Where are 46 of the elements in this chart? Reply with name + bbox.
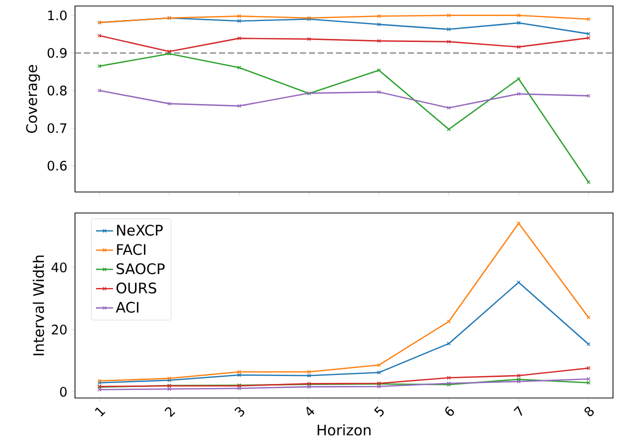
point (376, 370, 381, 374)
y-tick-label: 1.0 (48, 10, 67, 20)
point (516, 13, 521, 18)
point (446, 127, 451, 132)
legend-label: NeXCP (117, 224, 163, 236)
point (237, 386, 242, 390)
point (307, 37, 312, 42)
x-tick-label: 8 (584, 406, 594, 416)
point (376, 384, 381, 388)
legend-label: ACI (116, 302, 138, 313)
x-tick-label: 1 (94, 407, 106, 417)
y-tick-label: 0.9 (48, 48, 67, 58)
point (446, 376, 451, 380)
y-tick-label: 0.8 (48, 86, 67, 96)
point (307, 370, 312, 374)
point (376, 38, 381, 43)
point (516, 280, 521, 284)
point (167, 102, 172, 106)
point (516, 20, 521, 25)
x-tick-label: 3 (234, 407, 244, 417)
x-tick-label: 7 (514, 406, 522, 416)
x-tick-label: 2 (164, 407, 176, 418)
y-tick-label: 20 (52, 324, 67, 335)
y-tick-label: 0 (60, 386, 67, 397)
point (376, 14, 381, 18)
x-tick-label: 5 (374, 406, 384, 417)
x-tick-label: 4 (306, 406, 314, 416)
point (307, 374, 312, 378)
legend-label: OURS (116, 282, 156, 294)
point (237, 36, 242, 40)
legend-label: SAOCP (116, 263, 165, 274)
point (446, 106, 451, 110)
x-axis-title: Horizon (318, 424, 371, 436)
x-tick-label: 6 (445, 406, 454, 416)
point (376, 363, 381, 367)
y-tick-label: 0.7 (48, 123, 66, 134)
point (446, 40, 451, 44)
y-tick-label: 40 (52, 262, 67, 272)
point (376, 90, 381, 94)
point (516, 76, 521, 81)
point (376, 22, 381, 26)
y-axis-title: Interval Width (32, 256, 44, 356)
point (446, 27, 451, 32)
legend-label: FACI (117, 244, 146, 255)
y-axis-title: Coverage (26, 65, 40, 133)
y-tick-label: 0.6 (48, 160, 67, 171)
